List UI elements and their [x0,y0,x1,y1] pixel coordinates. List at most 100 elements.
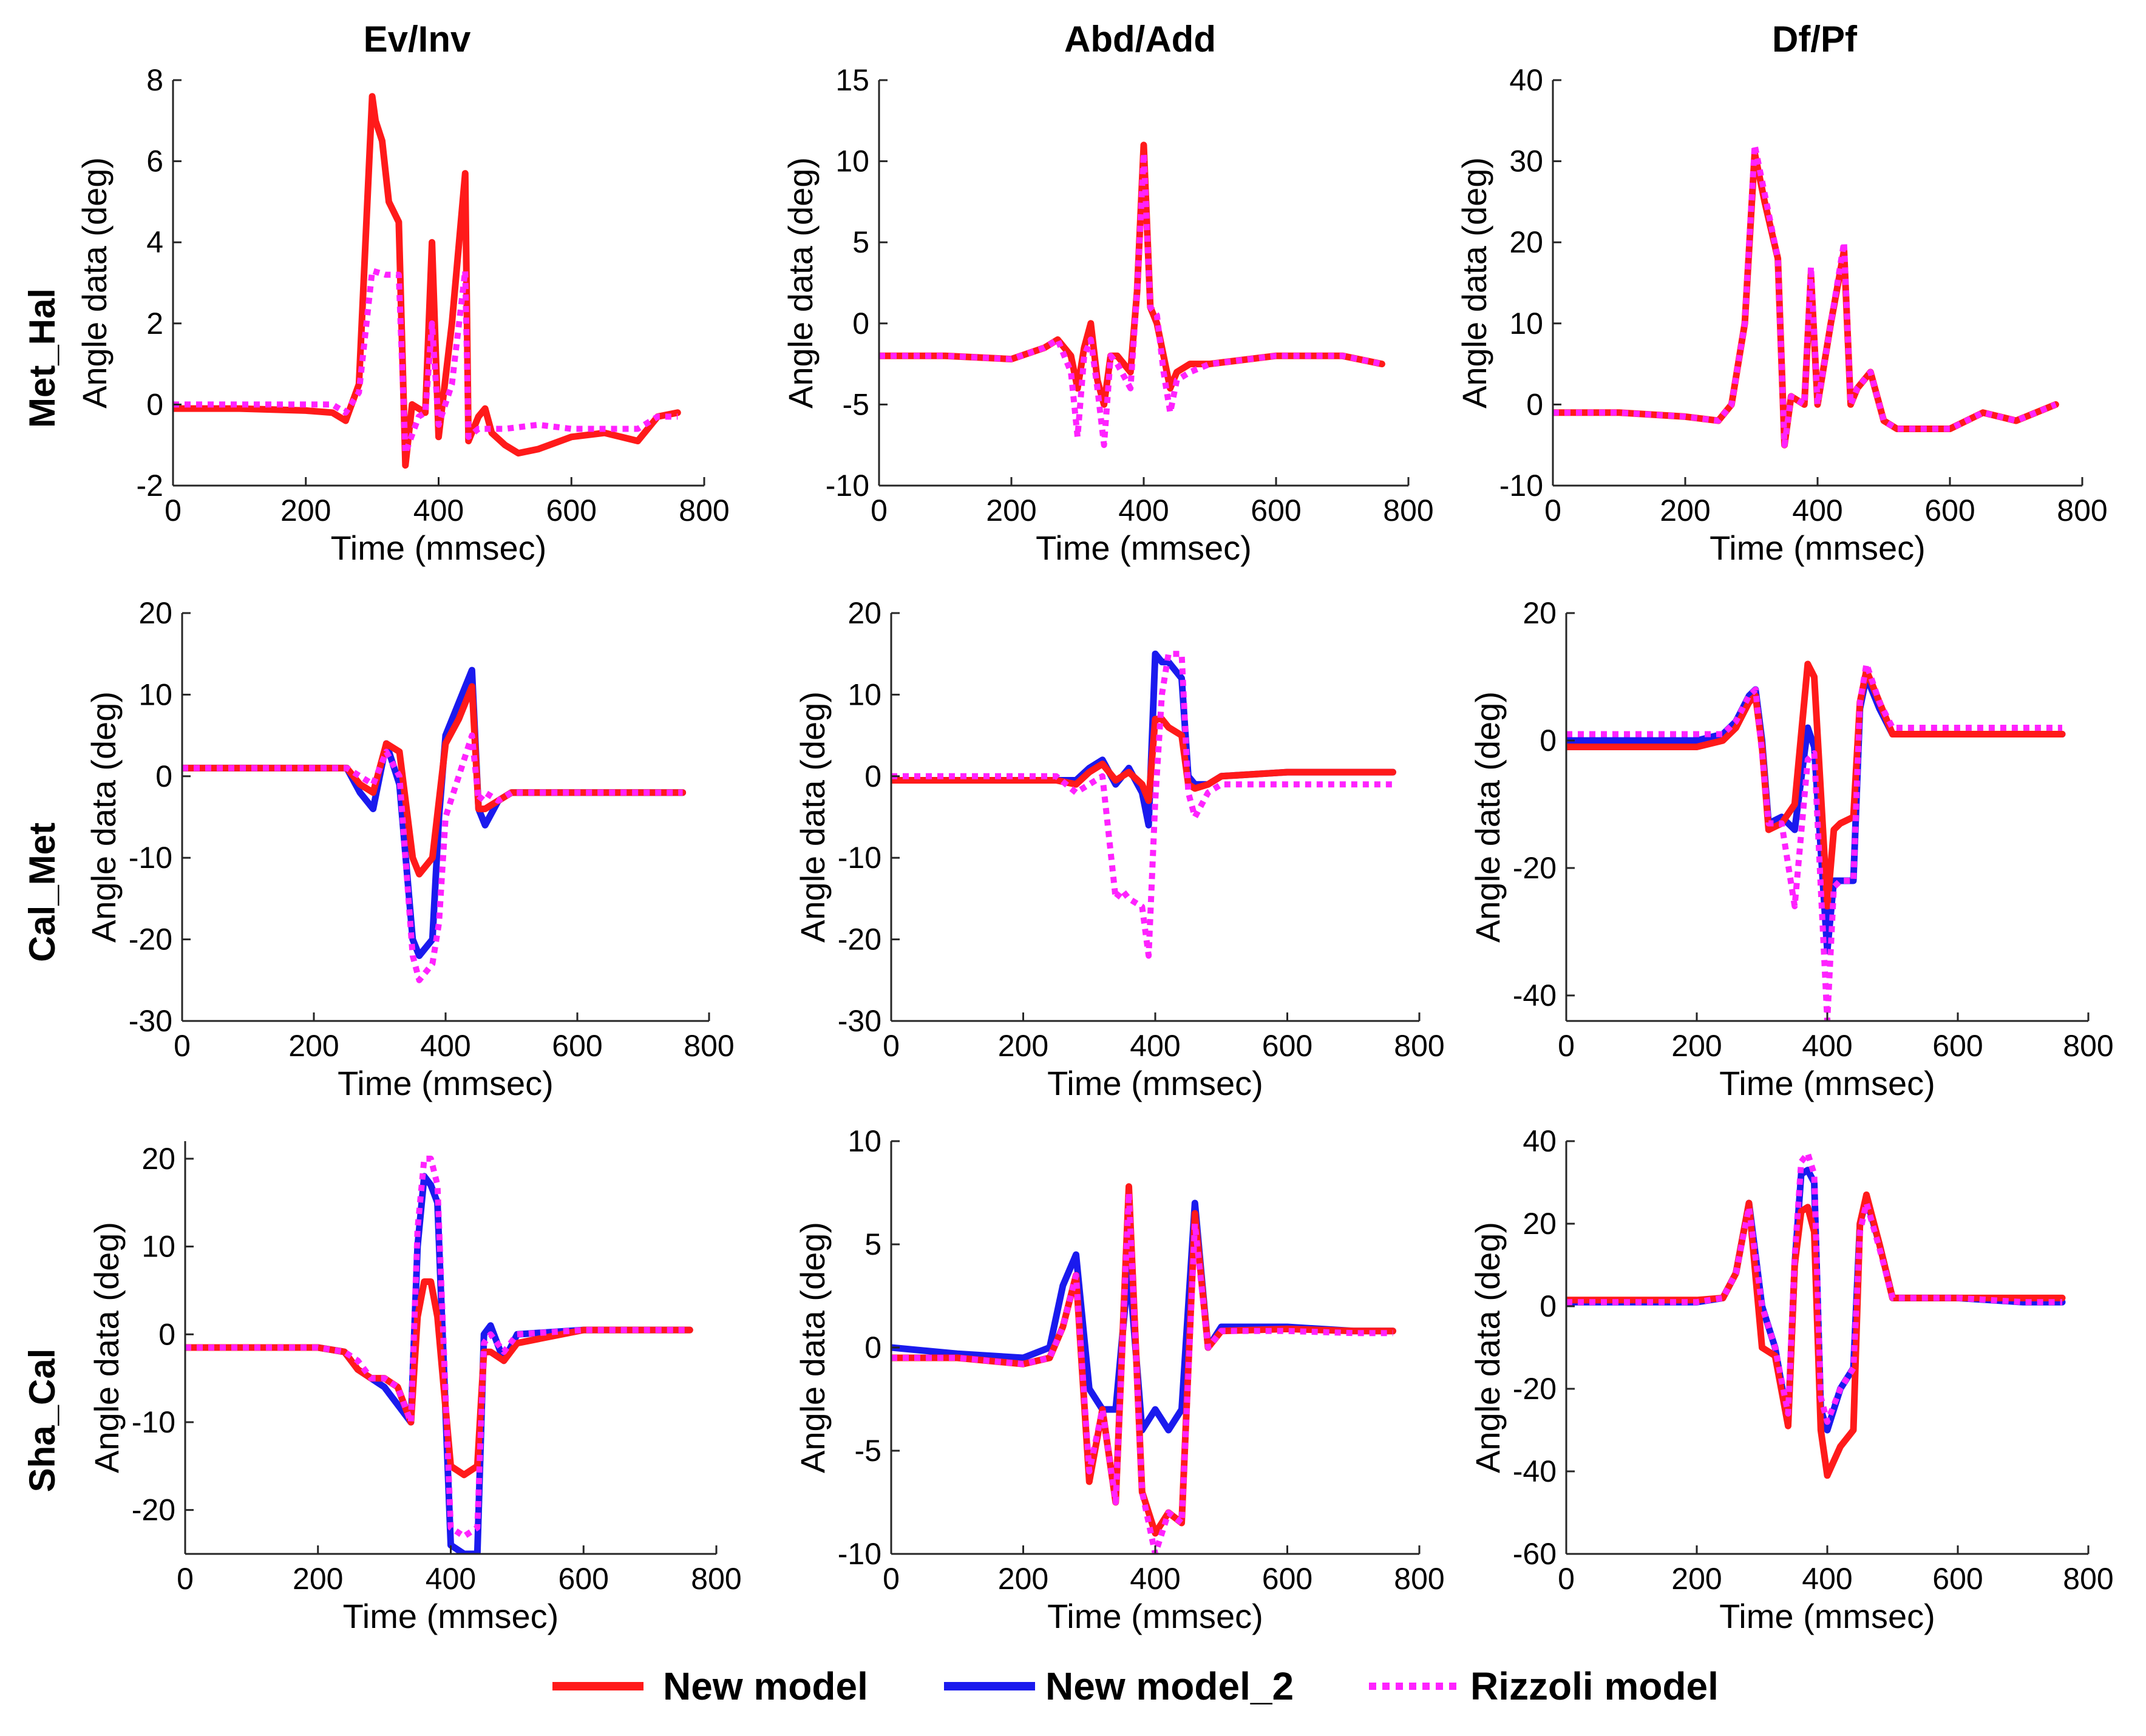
series-group [891,650,1396,959]
x-axis-label: Time (mmsec) [1047,1064,1263,1102]
y-tick-label: 6 [146,144,163,178]
series-new-model-2 [891,650,1396,829]
x-tick-label: 400 [1130,1562,1180,1596]
series-new-model-2 [185,1173,693,1554]
y-tick-label: 0 [158,1317,175,1351]
y-tick-label: -60 [1513,1537,1557,1571]
column-title: Abd/Add [1064,19,1216,59]
subplot-sha_cal_abdadd: 0 200 400 600 800 -10 -5 0 5 10 Time (mmsec) Angle … [793,1124,1445,1635]
x-tick-label: 800 [1394,1562,1444,1596]
y-tick-label: -10 [129,841,172,875]
y-axis-label: Angle data (deg) [87,1222,126,1473]
x-tick-label: 800 [2063,1562,2113,1596]
y-tick-label: 0 [1526,387,1543,421]
row-titles: Met_Hal Cal_Met Sha_Cal [22,288,63,1492]
x-axis-label: Time (mmsec) [338,1064,554,1102]
series-rizzoli-model [1553,141,2057,449]
x-tick-label: 200 [280,493,331,527]
series-rizzoli-model [185,1155,690,1540]
subplot-sha_cal_evinv: 0 200 400 600 800 -20 -10 0 10 20 Time (mmsec) Angl… [87,1141,742,1635]
x-tick-label: 600 [1262,1562,1312,1596]
series-new-model [891,716,1396,804]
y-axis-label: Angle data (deg) [793,691,832,943]
series-group [879,141,1385,449]
x-tick-label: 600 [1924,493,1975,527]
series-new-model-2 [891,1199,1396,1434]
legend-label-rizzoli-model: Rizzoli model [1470,1664,1719,1708]
series-group [1566,660,2066,1021]
x-tick-label: 800 [2063,1029,2113,1063]
x-tick-label: 600 [1932,1562,1983,1596]
legend-label-new-model-2: New model_2 [1045,1664,1294,1708]
y-tick-label: 20 [141,1142,175,1176]
y-axis-label: Angle data (deg) [781,157,820,409]
y-tick-label: 0 [864,1331,881,1365]
series-rizzoli-model [1566,1150,2062,1425]
x-tick-label: 200 [998,1029,1048,1063]
x-tick-label: 800 [691,1562,741,1596]
y-tick-label: 20 [138,596,172,630]
y-tick-label: 10 [1509,307,1543,341]
subplot-cal_met_dfpf: 0 200 400 600 800 -40 -20 0 20 Time (mmsec) Angle … [1469,596,2114,1102]
y-tick-label: 5 [864,1227,881,1261]
y-tick-label: 40 [1523,1124,1557,1158]
y-tick-label: -10 [838,841,881,875]
x-tick-label: 600 [552,1029,602,1063]
x-tick-label: 800 [1383,493,1433,527]
series-group [185,1155,693,1554]
y-tick-label: 0 [1540,1289,1557,1323]
x-tick-label: 200 [998,1562,1048,1596]
x-axis-label: Time (mmsec) [1047,1597,1263,1635]
x-tick-label: 600 [546,493,597,527]
y-tick-label: -20 [129,923,172,957]
x-tick-label: 0 [1558,1029,1575,1063]
series-rizzoli-model [173,268,678,456]
y-tick-label: 0 [1540,724,1557,758]
y-tick-label: 20 [1523,596,1557,630]
y-tick-label: 10 [138,677,172,711]
x-tick-label: 400 [1130,1029,1180,1063]
subplot-met_hal_abdadd: 0 200 400 600 800 -10 -5 0 5 10 15 Time (mmsec) Angl… [781,63,1434,567]
y-tick-label: -10 [826,469,869,503]
column-titles: Ev/Inv Abd/Add Df/Pf [364,19,1858,59]
y-axis-label: Angle data (deg) [1469,1222,1507,1473]
y-tick-label: -20 [838,923,881,957]
row-title: Met_Hal [22,288,63,428]
x-tick-label: 200 [986,493,1036,527]
x-tick-label: 0 [1544,493,1561,527]
y-tick-label: -2 [137,469,163,503]
y-tick-label: 0 [852,307,869,341]
y-tick-label: 10 [835,144,869,178]
y-tick-label: -30 [838,1004,881,1038]
row-title: Cal_Met [22,822,63,962]
x-tick-label: 800 [1394,1029,1444,1063]
subplot-sha_cal_dfpf: 0 200 400 600 800 -60 -40 -20 0 20 40 Time (mmsec) A… [1469,1124,2114,1635]
x-tick-label: 200 [293,1562,343,1596]
y-axis-label: Angle data (deg) [1469,691,1507,943]
y-tick-label: -5 [855,1434,881,1468]
x-tick-label: 600 [1262,1029,1312,1063]
y-axis-label: Angle data (deg) [84,691,123,943]
subplot-cal_met_abdadd: 0 200 400 600 800 -30 -20 -10 0 10 20 Time (mmsec) A… [793,596,1445,1102]
legend-label-new-model: New model [663,1664,868,1708]
x-tick-label: 400 [413,493,464,527]
x-tick-label: 400 [1118,493,1169,527]
x-axis-label: Time (mmsec) [331,529,547,567]
x-tick-label: 200 [288,1029,339,1063]
y-tick-label: -10 [132,1405,175,1439]
y-tick-label: 8 [146,63,163,97]
x-tick-label: 200 [1671,1029,1722,1063]
x-tick-label: 400 [426,1562,476,1596]
y-tick-label: 10 [141,1230,175,1264]
y-tick-label: -20 [1513,1372,1557,1406]
x-tick-label: 0 [174,1029,191,1063]
x-axis-label: Time (mmsec) [1719,1064,1935,1102]
y-tick-label: 20 [1523,1207,1557,1241]
series-new-model [891,1183,1396,1537]
x-tick-label: 0 [1558,1562,1575,1596]
x-tick-label: 0 [177,1562,194,1596]
y-axis-label: Angle data (deg) [793,1222,832,1473]
